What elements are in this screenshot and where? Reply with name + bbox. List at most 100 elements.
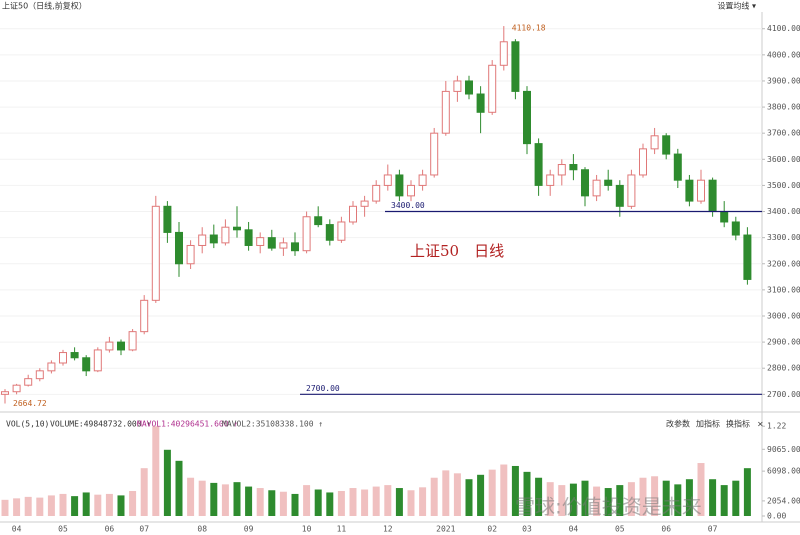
x-tick-label: 02 [487, 525, 497, 534]
volume-bar [662, 480, 670, 516]
horizontal-line-label: 3400.00 [391, 201, 425, 210]
volume-bar [94, 494, 102, 516]
candle-body [267, 237, 276, 249]
volume-bar [546, 482, 554, 516]
candle-body [325, 224, 334, 241]
candle-body [360, 200, 369, 207]
candle-body [70, 352, 79, 359]
volume-bar [129, 490, 137, 516]
volume-bar [326, 492, 334, 516]
chart-label: 上证50 日线 [410, 242, 504, 260]
y-tick-label: 3900.00 [767, 76, 800, 85]
y-tick-label: 3800.00 [767, 103, 800, 112]
y-tick-label: 2054.00 [767, 496, 800, 505]
x-tick-label: 09 [244, 525, 254, 534]
candle-body [430, 132, 439, 176]
candle-body [47, 362, 56, 372]
volume-bar [233, 482, 241, 516]
candle-body [453, 80, 462, 92]
candle-body [395, 174, 404, 197]
volume-bar [337, 490, 345, 516]
candle-body [523, 90, 531, 145]
candle-body [186, 244, 195, 265]
volume-bar [105, 493, 113, 516]
volume-bar [256, 488, 264, 516]
volume-bar [279, 491, 287, 516]
candle-body [314, 216, 323, 226]
volume-bar [268, 490, 276, 516]
y-tick-label: 2800.00 [767, 364, 800, 373]
volume-bar [13, 498, 21, 516]
candle-body [488, 64, 497, 113]
candle-body [233, 226, 241, 231]
volume-bar [372, 486, 380, 516]
volume-bar [175, 460, 183, 516]
volume-bar [465, 479, 473, 516]
volume-bar [674, 484, 682, 516]
candle-body [128, 331, 137, 351]
candle-body [24, 378, 33, 386]
y-tick-label: 4000.00 [767, 50, 800, 59]
volume-bar [720, 485, 728, 516]
candle-body [244, 229, 253, 246]
y-tick-label: 3200.00 [767, 259, 800, 268]
y-tick-label: 3700.00 [767, 129, 800, 138]
candle-body [279, 242, 288, 249]
candle-body [1, 391, 9, 395]
volume-bar [407, 490, 415, 516]
candle-body [12, 384, 21, 393]
volume-bar [187, 477, 195, 516]
candle-body [581, 169, 589, 197]
candle-body [82, 357, 91, 372]
volume-bar [558, 485, 566, 516]
volume-bar [245, 486, 253, 516]
x-tick-label: 06 [661, 525, 671, 534]
candle-body [476, 93, 485, 113]
candle-body [407, 184, 415, 197]
volume-bar [535, 477, 543, 516]
candle-body [117, 341, 125, 351]
close-button[interactable]: × [757, 420, 764, 429]
candle-body [221, 226, 230, 244]
volume-bar [82, 492, 90, 516]
candle-body [499, 41, 508, 66]
x-tick-label: 05 [58, 525, 68, 534]
volume-bar [419, 487, 427, 516]
volume-bar [71, 496, 79, 516]
volume-bar [511, 465, 519, 516]
x-tick-label: 04 [569, 525, 579, 534]
volume-bar [488, 469, 496, 516]
candle-body [105, 341, 114, 351]
volume-header: MAVOL2:35108338.100 ↑ [222, 420, 323, 429]
indicator-button[interactable]: 加指标 [696, 419, 720, 429]
x-tick-label: 11 [337, 525, 347, 534]
volume-bar [291, 493, 299, 516]
min-label: 2664.72 [13, 399, 47, 408]
candle-body [592, 179, 601, 197]
volume-bar [430, 477, 438, 516]
indicator-button[interactable]: 换指标 [726, 419, 750, 429]
volume-bar [36, 497, 44, 516]
x-tick-label: 10 [302, 525, 312, 534]
x-tick-label: 07 [708, 525, 718, 534]
candle-body [534, 143, 543, 186]
volume-bar [24, 496, 32, 516]
candle-body [708, 179, 717, 213]
candle-body [639, 148, 647, 176]
candle-body [546, 174, 555, 186]
y-tick-label: 6098.00 [767, 467, 800, 476]
indicator-button[interactable]: 改参数 [666, 419, 690, 429]
volume-bar [59, 493, 67, 516]
candle-body [349, 205, 357, 223]
candle-body [697, 179, 705, 202]
y-tick-label: 3500.00 [767, 181, 800, 190]
volume-bar [303, 485, 311, 516]
candle-body [59, 352, 67, 364]
candle-body [418, 174, 427, 186]
candle-body [441, 90, 450, 134]
x-tick-label: 12 [383, 525, 393, 534]
candle-body [662, 135, 671, 155]
candle-body [93, 349, 102, 372]
ma-setting-button[interactable]: 设置均线 ▾ [717, 1, 756, 11]
